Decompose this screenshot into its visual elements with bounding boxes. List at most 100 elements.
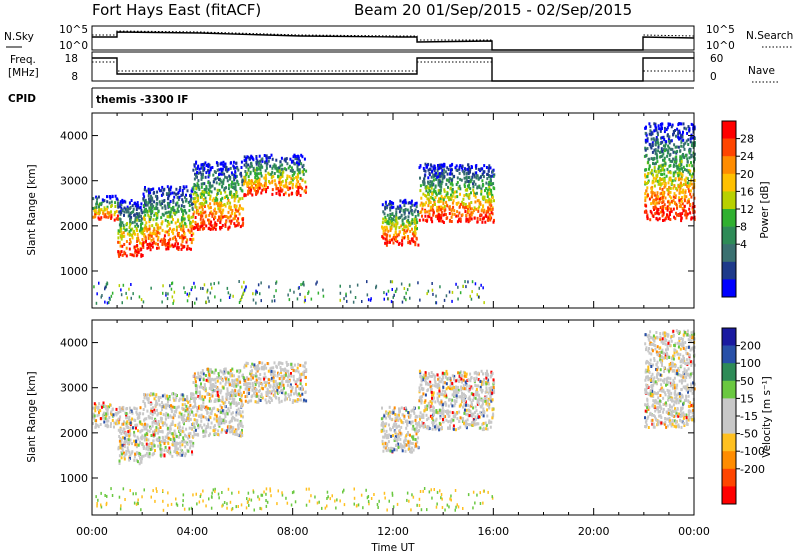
data-pixel xyxy=(687,169,690,172)
data-pixel xyxy=(481,167,484,171)
data-pixel xyxy=(675,161,678,164)
data-pixel xyxy=(232,393,235,397)
data-pixel xyxy=(474,164,477,168)
data-pixel xyxy=(163,204,166,208)
data-pixel xyxy=(200,413,203,417)
data-pixel xyxy=(181,453,184,457)
data-pixel xyxy=(285,157,288,161)
data-pixel xyxy=(440,163,443,167)
data-pixel xyxy=(233,178,236,182)
data-pixel xyxy=(483,170,486,174)
data-pixel xyxy=(389,208,392,212)
data-pixel xyxy=(249,372,252,376)
data-pixel xyxy=(220,200,223,204)
data-pixel xyxy=(203,226,206,230)
data-pixel xyxy=(139,406,142,410)
data-pixel xyxy=(445,200,448,204)
data-pixel xyxy=(129,432,132,436)
data-pixel xyxy=(119,253,122,257)
data-pixel xyxy=(678,167,681,171)
data-pixel xyxy=(255,378,258,382)
data-pixel xyxy=(693,127,696,131)
data-pixel xyxy=(235,161,238,165)
data-pixel xyxy=(481,173,484,176)
data-pixel xyxy=(299,394,302,398)
data-pixel xyxy=(459,217,462,221)
data-pixel xyxy=(189,417,192,421)
data-pixel xyxy=(147,194,150,198)
data-pixel xyxy=(224,222,227,226)
data-pixel xyxy=(240,160,243,164)
data-pixel xyxy=(217,420,220,424)
data-pixel xyxy=(493,199,495,203)
data-pixel xyxy=(417,243,420,247)
data-pixel xyxy=(163,187,166,191)
data-pixel xyxy=(679,205,682,208)
data-pixel xyxy=(135,202,138,206)
data-pixel xyxy=(267,171,270,175)
data-pixel xyxy=(459,219,462,223)
data-pixel xyxy=(300,162,303,166)
data-pixel xyxy=(656,156,659,160)
data-pixel xyxy=(294,369,297,373)
data-pixel xyxy=(135,440,138,444)
data-pixel xyxy=(302,172,305,176)
data-pixel xyxy=(121,443,124,447)
data-pixel xyxy=(225,380,228,384)
data-pixel xyxy=(421,214,423,218)
data-pixel xyxy=(157,422,160,426)
data-pixel xyxy=(291,168,294,172)
data-pixel xyxy=(152,237,155,241)
data-pixel xyxy=(248,186,251,190)
data-pixel xyxy=(255,162,258,166)
data-pixel xyxy=(223,188,226,192)
data-pixel xyxy=(217,417,220,421)
data-pixel xyxy=(257,364,260,368)
data-pixel xyxy=(174,242,177,246)
data-pixel xyxy=(427,204,430,208)
data-pixel xyxy=(211,214,214,218)
data-pixel xyxy=(652,137,655,141)
data-pixel xyxy=(487,166,490,170)
data-pixel xyxy=(467,218,470,222)
data-pixel xyxy=(168,395,171,398)
data-pixel xyxy=(139,223,142,227)
data-pixel xyxy=(123,234,126,238)
data-pixel xyxy=(98,410,100,414)
data-pixel xyxy=(207,169,210,173)
data-pixel xyxy=(258,181,261,185)
data-pixel xyxy=(147,446,150,450)
data-pixel xyxy=(243,365,246,369)
data-pixel xyxy=(257,176,260,180)
data-pixel xyxy=(123,250,126,254)
data-pixel xyxy=(688,183,691,187)
data-pixel xyxy=(293,153,296,157)
ground-scatter-pixel xyxy=(256,290,258,294)
data-pixel xyxy=(202,429,205,433)
data-pixel xyxy=(408,201,411,205)
data-pixel xyxy=(246,171,249,175)
data-pixel xyxy=(132,426,134,430)
data-pixel xyxy=(491,170,494,174)
data-pixel xyxy=(181,397,184,401)
data-pixel xyxy=(224,429,227,433)
data-pixel xyxy=(685,164,688,168)
data-pixel xyxy=(238,422,241,426)
data-pixel xyxy=(216,433,219,436)
ground-scatter-pixel xyxy=(435,294,437,298)
data-pixel xyxy=(231,209,234,212)
data-pixel xyxy=(134,216,137,220)
data-pixel xyxy=(169,244,172,248)
data-pixel xyxy=(149,209,152,213)
data-pixel xyxy=(686,199,689,203)
ground-scatter-pixel xyxy=(346,299,348,303)
data-pixel xyxy=(296,157,299,161)
ground-scatter-pixel xyxy=(457,285,459,289)
data-pixel xyxy=(250,154,253,158)
data-pixel xyxy=(153,200,156,204)
data-pixel xyxy=(156,213,159,217)
data-pixel xyxy=(221,409,224,413)
data-pixel xyxy=(266,387,269,391)
data-pixel xyxy=(147,201,150,205)
data-pixel xyxy=(665,216,667,220)
